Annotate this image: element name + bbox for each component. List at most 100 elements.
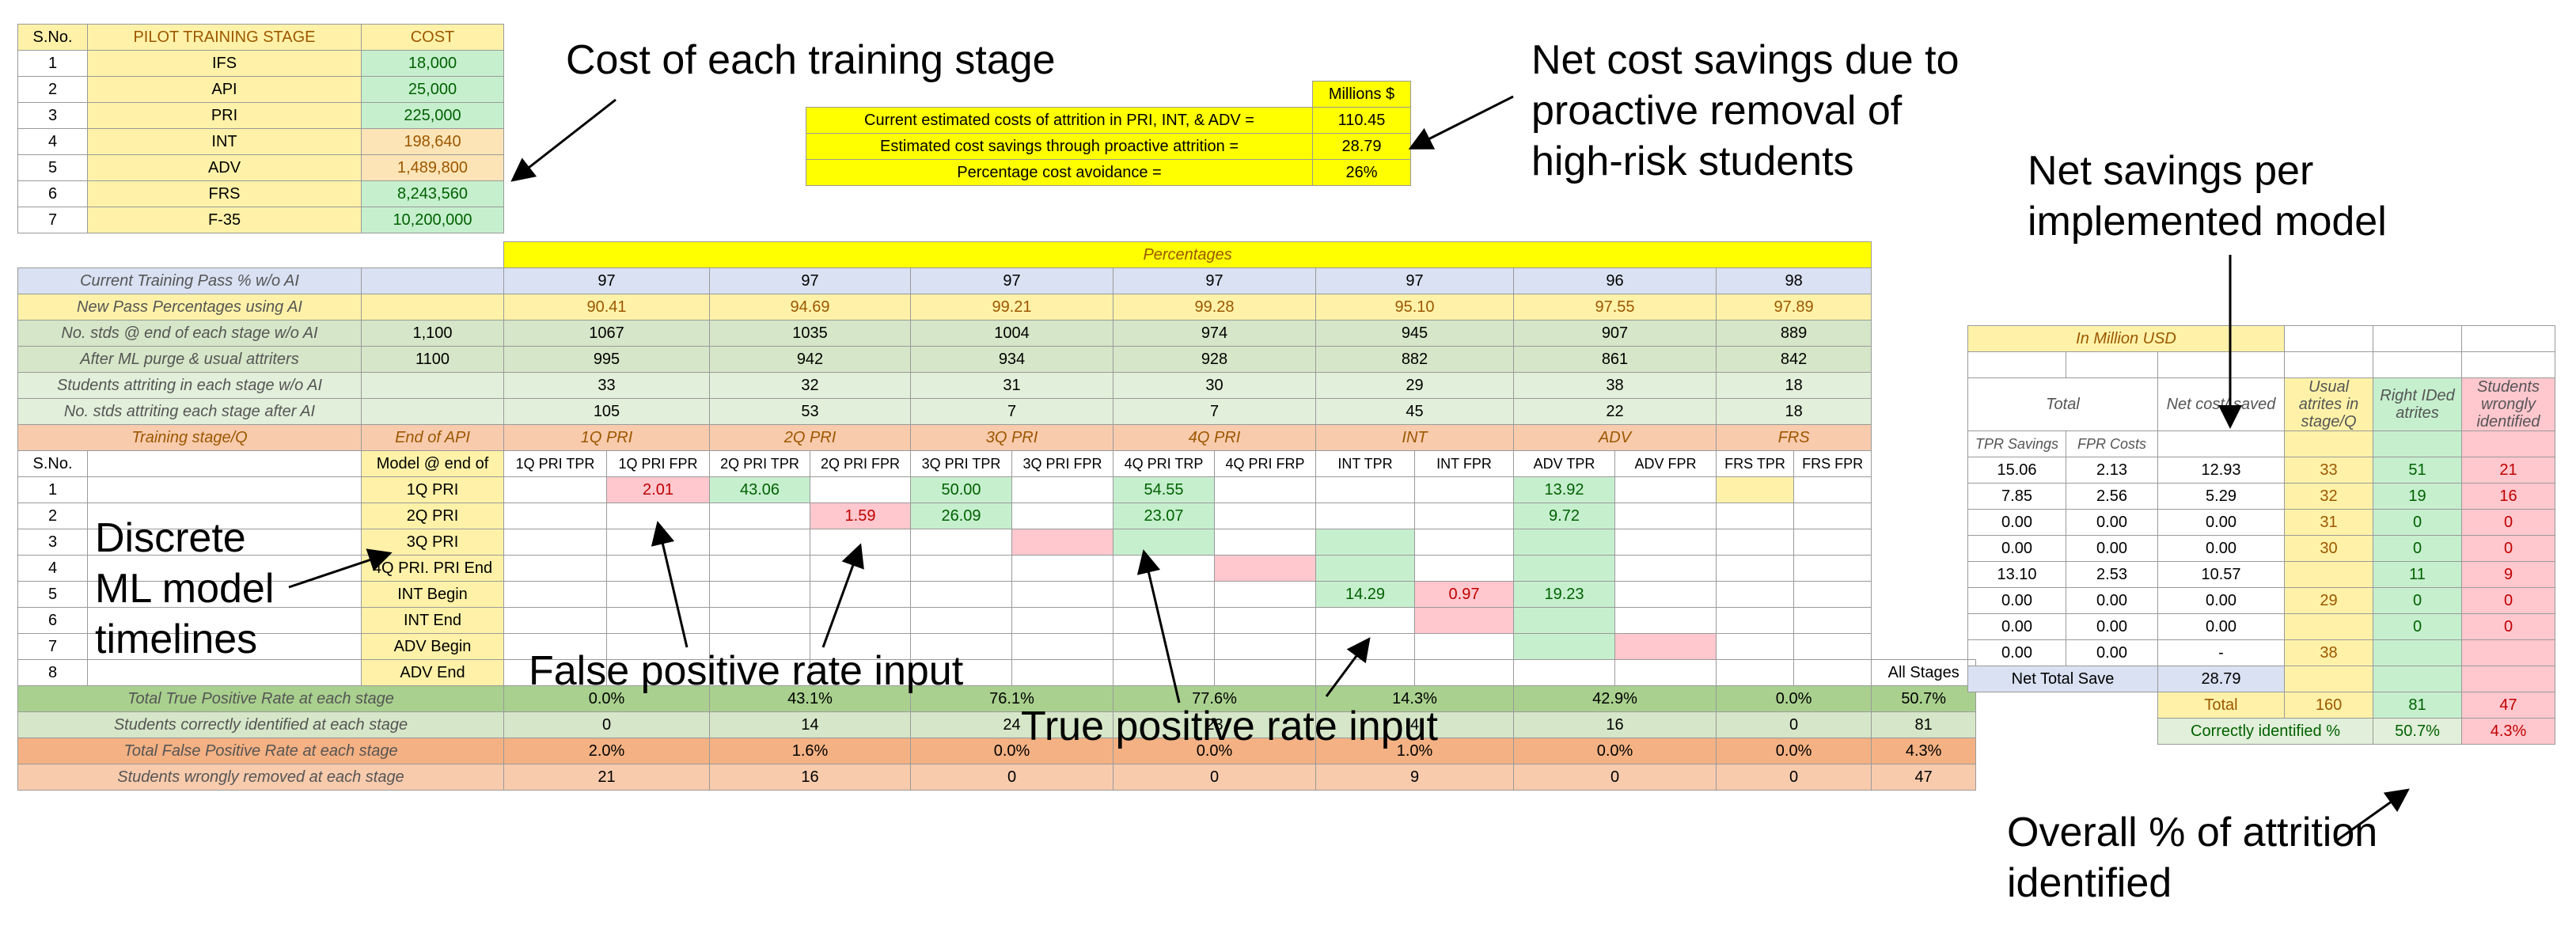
summary-label-savings[interactable]: Estimated cost savings through proactive… xyxy=(806,133,1313,160)
stat-row-label[interactable]: New Pass Percentages using AI xyxy=(17,294,362,320)
summary-label-attrition[interactable]: Current estimated costs of attrition in … xyxy=(806,107,1313,134)
fpr-input[interactable] xyxy=(1214,607,1316,634)
fpr-input[interactable] xyxy=(1793,633,1872,660)
model-row-sno[interactable]: 8 xyxy=(17,659,88,686)
right-tpr-value[interactable]: 0.00 xyxy=(1967,509,2066,536)
column-header[interactable]: ADV TPR xyxy=(1513,450,1615,477)
right-total-row-label[interactable]: Total xyxy=(2157,692,2286,719)
total-row-value[interactable]: 14 xyxy=(709,711,911,738)
cost-row-value[interactable]: 8,243,560 xyxy=(361,180,504,207)
right-total-wrong[interactable]: 47 xyxy=(2461,692,2556,719)
model-row-sno[interactable]: 3 xyxy=(17,529,88,556)
tpr-input[interactable] xyxy=(709,659,810,686)
stat-row-first[interactable] xyxy=(361,267,504,294)
fpr-input[interactable] xyxy=(1414,633,1514,660)
total-row-value[interactable]: 0 xyxy=(910,764,1113,791)
tpr-input[interactable] xyxy=(1513,607,1615,634)
total-row-all[interactable]: 50.7% xyxy=(1871,685,1977,712)
model-row-name[interactable]: 2Q PRI xyxy=(361,503,504,529)
cost-row-sno[interactable]: 7 xyxy=(17,207,88,233)
tpr-input[interactable] xyxy=(709,503,810,529)
fpr-input[interactable] xyxy=(1793,581,1872,608)
correct-identified-pct[interactable]: 50.7% xyxy=(2373,718,2463,745)
stat-row-value[interactable]: 97 xyxy=(709,267,911,294)
total-row-value[interactable]: 2.0% xyxy=(503,738,710,764)
right-usual-label[interactable]: Usual atrites in stage/Q xyxy=(2284,377,2374,431)
fpr-input[interactable] xyxy=(1414,659,1514,686)
model-row-name[interactable]: ADV Begin xyxy=(361,633,504,660)
tpr-input[interactable] xyxy=(1716,503,1794,529)
right-wrong-value[interactable] xyxy=(2461,639,2556,666)
net-total-label[interactable]: Net Total Save xyxy=(1967,666,2158,692)
fpr-input[interactable] xyxy=(1011,503,1113,529)
tpr-input[interactable] xyxy=(1315,476,1415,503)
tpr-input[interactable] xyxy=(1716,633,1794,660)
stage-label[interactable]: INT xyxy=(1315,424,1514,451)
total-row-value[interactable]: 0 xyxy=(1715,711,1872,738)
stat-row-value[interactable]: 974 xyxy=(1113,320,1316,347)
total-row-value[interactable]: 0.0% xyxy=(503,685,710,712)
total-row-value[interactable]: 24 xyxy=(910,711,1113,738)
total-row-value[interactable]: 4 xyxy=(1315,711,1514,738)
tpr-input[interactable]: 43.06 xyxy=(709,476,810,503)
stage-row-label[interactable]: Training stage/Q xyxy=(17,424,362,451)
cost-header-sno[interactable]: S.No. xyxy=(17,24,88,51)
stat-row-value[interactable]: 97 xyxy=(910,267,1113,294)
cost-row-stage[interactable]: API xyxy=(87,76,362,103)
column-header[interactable]: ADV FPR xyxy=(1614,450,1717,477)
stat-row-value[interactable]: 22 xyxy=(1513,398,1717,425)
fpr-input[interactable] xyxy=(1614,633,1717,660)
tpr-input[interactable] xyxy=(503,503,607,529)
total-row-value[interactable]: 16 xyxy=(709,764,911,791)
right-wrong-value[interactable]: 0 xyxy=(2461,535,2556,562)
column-header[interactable]: 3Q PRI FPR xyxy=(1011,450,1113,477)
right-right-label[interactable]: Right IDed atrites xyxy=(2373,377,2463,431)
correct-identified-label[interactable]: Correctly identified % xyxy=(2157,718,2374,745)
stat-row-value[interactable]: 99.21 xyxy=(910,294,1113,320)
stat-row-value[interactable]: 934 xyxy=(910,346,1113,373)
total-row-value[interactable]: 0 xyxy=(503,711,710,738)
stat-row-value[interactable]: 53 xyxy=(709,398,911,425)
total-row-value[interactable]: 14.3% xyxy=(1315,685,1514,712)
cost-row-stage[interactable]: IFS xyxy=(87,50,362,77)
fpr-input[interactable]: 2.01 xyxy=(606,476,710,503)
stage-label[interactable]: 2Q PRI xyxy=(709,424,911,451)
stat-row-value[interactable]: 99.28 xyxy=(1113,294,1316,320)
tpr-input[interactable]: 19.23 xyxy=(1513,581,1615,608)
all-stages-label[interactable]: All Stages xyxy=(1871,659,1977,686)
tpr-input[interactable] xyxy=(1513,529,1615,556)
total-row-value[interactable]: 0.0% xyxy=(1513,738,1717,764)
total-row-all[interactable]: 4.3% xyxy=(1871,738,1977,764)
stat-row-value[interactable]: 29 xyxy=(1315,372,1514,399)
fpr-input[interactable] xyxy=(1414,555,1514,582)
right-right-value[interactable]: 0 xyxy=(2373,613,2463,640)
right-usual-value[interactable]: 32 xyxy=(2284,483,2374,510)
total-row-value[interactable]: 42.9% xyxy=(1513,685,1717,712)
stat-row-value[interactable]: 1004 xyxy=(910,320,1113,347)
summary-label-avoidance[interactable]: Percentage cost avoidance = xyxy=(806,159,1313,186)
right-wrong-value[interactable]: 0 xyxy=(2461,509,2556,536)
fpr-input[interactable] xyxy=(1614,503,1717,529)
tpr-input[interactable] xyxy=(1716,476,1794,503)
summary-value-savings[interactable]: 28.79 xyxy=(1312,133,1411,160)
right-right-value[interactable]: 51 xyxy=(2373,457,2463,484)
right-net-value[interactable]: 12.93 xyxy=(2157,457,2286,484)
cost-row-value[interactable]: 10,200,000 xyxy=(361,207,504,233)
stat-row-value[interactable]: 97 xyxy=(1315,267,1514,294)
right-right-value[interactable]: 0 xyxy=(2373,535,2463,562)
stat-row-first[interactable]: 1,100 xyxy=(361,320,504,347)
right-wrong-value[interactable]: 0 xyxy=(2461,613,2556,640)
stat-row-value[interactable]: 1035 xyxy=(709,320,911,347)
total-row-value[interactable]: 43.1% xyxy=(709,685,911,712)
cost-row-stage[interactable]: F-35 xyxy=(87,207,362,233)
cost-row-sno[interactable]: 4 xyxy=(17,128,88,155)
right-tpr-value[interactable]: 13.10 xyxy=(1967,561,2066,588)
stat-row-value[interactable]: 18 xyxy=(1715,398,1872,425)
fpr-input[interactable]: 0.97 xyxy=(1414,581,1514,608)
fpr-input[interactable] xyxy=(1614,581,1717,608)
fpr-input[interactable] xyxy=(1793,607,1872,634)
right-usual-value[interactable]: 33 xyxy=(2284,457,2374,484)
model-row-name[interactable]: INT End xyxy=(361,607,504,634)
model-row-sno[interactable]: 2 xyxy=(17,503,88,529)
right-tpr-value[interactable]: 0.00 xyxy=(1967,587,2066,614)
